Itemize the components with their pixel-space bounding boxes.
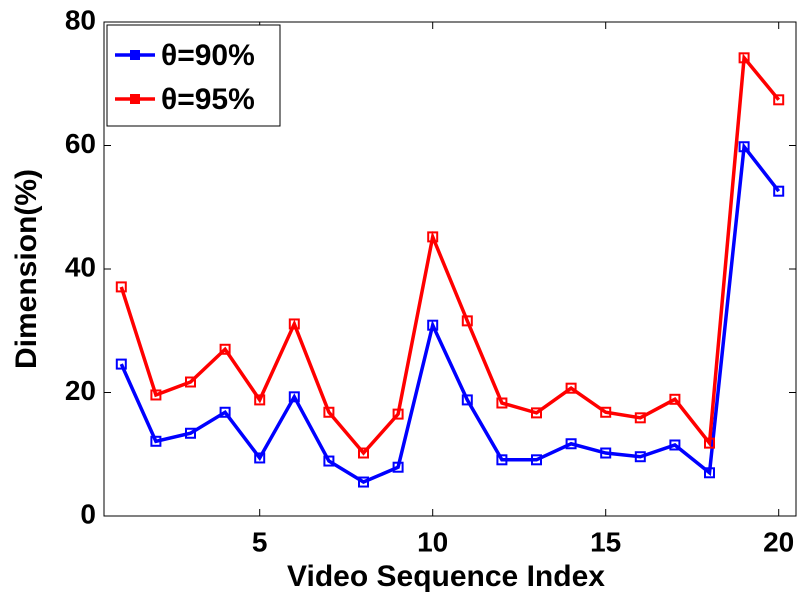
point-marker [358,476,369,488]
point-marker [461,394,473,406]
x-tick-label: 5 [252,526,268,557]
point-marker [115,358,127,370]
point-marker [669,393,681,405]
point-marker [185,427,196,439]
point-marker [115,281,127,293]
point-marker [738,141,750,153]
point-marker [773,94,785,106]
legend-marker [130,94,140,104]
point-marker [392,408,404,420]
y-tick-label: 20 [65,375,96,406]
point-marker [219,343,231,355]
point-marker [565,438,577,450]
point-marker [392,461,404,473]
point-marker [531,454,542,466]
point-marker [254,394,266,406]
point-marker [634,412,646,424]
x-tick-label: 15 [590,526,621,557]
point-marker [773,185,785,197]
x-axis-label: Video Sequence Index [287,560,605,593]
point-marker [496,397,508,409]
point-marker [150,435,162,447]
point-marker [704,467,715,479]
y-tick-label: 40 [65,251,96,282]
point-marker [427,231,439,243]
y-tick-label: 80 [65,4,96,35]
point-marker [358,447,369,459]
y-tick-label: 0 [80,498,96,529]
point-marker [531,407,542,419]
point-marker [496,454,508,466]
y-tick-label: 60 [65,128,96,159]
x-tick-label: 10 [417,526,448,557]
series-line [119,53,781,456]
point-marker [634,451,646,463]
point-marker [738,52,750,64]
point-marker [669,439,681,451]
series-line [119,142,781,485]
point-marker [565,382,577,394]
legend-marker [130,50,140,60]
point-marker [427,319,439,331]
point-marker [600,406,612,418]
point-marker [323,455,335,467]
point-marker [185,376,196,388]
legend-box [106,24,281,127]
point-marker [323,406,335,418]
point-marker [254,452,266,464]
point-marker [288,318,300,330]
x-tick-label: 20 [763,526,794,557]
point-marker [600,447,612,459]
point-marker [150,389,162,401]
y-axis-label: Dimension(%) [10,169,43,369]
point-marker [288,391,300,403]
legend-label: θ=95% [161,83,255,116]
point-marker [704,437,715,449]
legend-label: θ=90% [161,39,255,72]
point-marker [219,406,231,418]
point-marker [461,315,473,327]
